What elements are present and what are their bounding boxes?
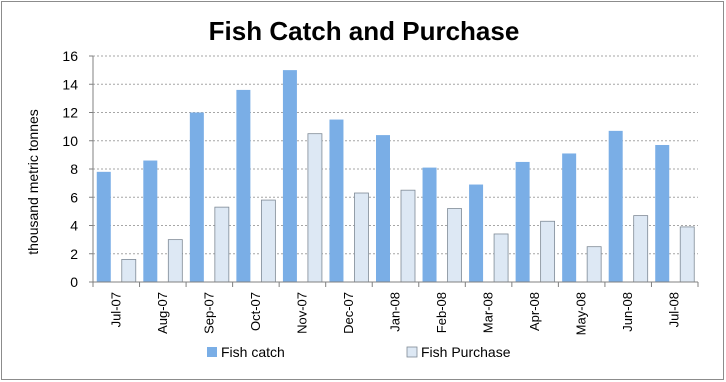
bar-fish-purchase <box>214 206 230 283</box>
bar-fish-catch <box>469 184 484 282</box>
bar-fish-purchase <box>586 246 602 283</box>
legend-label-fish-catch: Fish catch <box>221 344 285 360</box>
x-tick-label: Jul-07 <box>108 292 123 327</box>
x-tick-label: Mar-08 <box>481 292 496 333</box>
x-tick-label: Sep-07 <box>201 292 216 334</box>
x-tick-label: Jan-08 <box>388 292 403 332</box>
y-tick-label: 10 <box>62 133 78 149</box>
y-tick-label: 16 <box>62 48 78 64</box>
axes <box>89 55 699 287</box>
y-tick-label: 4 <box>70 218 78 234</box>
bar-fish-catch <box>422 167 437 282</box>
bar-fish-catch <box>655 144 670 282</box>
x-tick-label: Jul-08 <box>667 292 682 327</box>
x-tick-label: May-08 <box>574 292 589 335</box>
y-tick-label: 2 <box>70 246 78 262</box>
bar-fish-purchase <box>447 208 462 283</box>
legend-label-fish-purchase: Fish Purchase <box>421 344 511 360</box>
x-tick-label: Oct-07 <box>248 292 263 331</box>
y-tick-label: 8 <box>70 161 78 177</box>
bar-fish-purchase <box>260 199 276 283</box>
x-tick-label: Apr-08 <box>527 292 542 331</box>
y-axis-label: thousand metric tonnes <box>25 109 41 255</box>
y-tick-label: 14 <box>62 76 78 92</box>
bar-fish-catch <box>189 112 204 282</box>
bar-fish-purchase <box>633 215 649 283</box>
x-tick-label: Nov-07 <box>294 292 309 334</box>
bar-fish-purchase <box>540 220 556 283</box>
bar-fish-purchase <box>167 239 183 283</box>
y-tick-label: 12 <box>62 105 78 121</box>
bar-fish-catch <box>96 171 111 282</box>
bar-fish-catch <box>236 89 251 283</box>
x-tick-label: Aug-07 <box>155 292 170 334</box>
bar-fish-purchase <box>354 192 369 283</box>
x-tick-label: Feb-08 <box>434 292 449 333</box>
x-tick-label: Dec-07 <box>341 292 356 334</box>
y-tick-label: 0 <box>70 274 78 290</box>
bar-fish-purchase <box>679 226 695 283</box>
bar-fish-catch <box>376 135 390 282</box>
bar-fish-catch <box>329 119 344 282</box>
bars <box>96 70 695 283</box>
bar-fish-catch <box>608 130 623 282</box>
bar-fish-purchase <box>400 189 416 283</box>
y-tick-labels: 0 2 4 6 8 10 12 14 16 <box>62 48 78 290</box>
y-tick-label: 6 <box>70 189 78 205</box>
chart-title: Fish Catch and Purchase <box>209 16 520 46</box>
bar-fish-catch <box>143 160 158 282</box>
bar-fish-catch <box>515 161 530 282</box>
bar-fish-catch <box>282 70 297 282</box>
legend-swatch-fish-catch <box>207 347 217 357</box>
legend: Fish catch Fish Purchase <box>207 344 511 360</box>
legend-swatch-fish-purchase <box>406 346 418 358</box>
bar-fish-purchase <box>307 133 323 283</box>
x-tick-label: Jun-08 <box>620 292 635 332</box>
bar-fish-purchase <box>493 233 509 283</box>
bar-fish-purchase <box>121 258 137 283</box>
x-tick-labels: Jul-07 Aug-07 Sep-07 Oct-07 Nov-07 Dec-07 Jan-… <box>108 292 681 335</box>
bar-fish-catch <box>562 153 577 282</box>
